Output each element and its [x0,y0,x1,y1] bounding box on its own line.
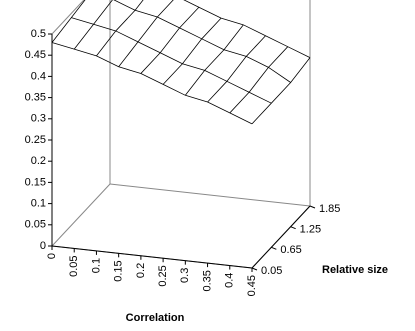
surface-line [229,46,289,114]
z-tick-label: 0.15 [25,176,46,188]
x-tick-label: 0.3 [179,268,191,283]
y-axis [251,205,311,269]
x-tick-label: 0 [46,253,58,259]
z-tick-label: 0.05 [25,219,46,231]
z-tick-label: 0.4 [31,70,46,82]
z-tick-label: 0.2 [31,155,46,167]
surface-line [251,57,311,125]
y-axis-title: Relative size [322,264,388,276]
x-tick-label: 0.1 [90,258,102,273]
y-tick-label: 0.65 [280,244,301,256]
x-tick-label: 0.4 [224,273,236,288]
y-tick [271,246,277,250]
y-tick-label: 0.05 [261,265,282,277]
surface-line [51,0,86,43]
floor-edge [51,183,111,247]
x-axis-title: Correlation [126,312,185,324]
x-tick-label: 0.15 [113,260,125,281]
floor-edge [109,183,311,207]
z-tick-label: 0.35 [25,92,46,104]
surface-line [96,0,144,57]
y-tick [251,267,258,271]
z-tick-label: 0.25 [25,134,46,146]
z-tick-label: 0.3 [31,113,46,125]
surface-line [51,42,253,125]
surface-line [183,0,311,58]
x-tick-label: 0.35 [201,270,213,291]
y-tick-label: 1.25 [300,224,321,236]
x-axis [51,245,253,269]
x-tick-label: 0.25 [157,265,169,286]
y-tick [290,226,296,230]
x-tick-label: 0.45 [246,275,258,296]
y-tick [309,205,316,209]
surface-line [207,35,266,103]
wall-edge [51,0,85,35]
z-tick-label: 0 [40,240,46,252]
surface-line [162,17,222,85]
surface-line [140,6,200,74]
z-tick-label: 0.45 [25,49,46,61]
x-tick-label: 0.05 [68,255,80,276]
z-tick-label: 0.5 [31,28,46,40]
y-tick-label: 1.85 [319,203,340,215]
surface-line [118,0,174,68]
surface-line [71,17,272,104]
surface-line [185,24,244,96]
x-tick-label: 0.2 [135,263,147,278]
surface-line [113,0,291,83]
z-tick-label: 0.1 [31,198,46,210]
surface-line [73,0,113,50]
